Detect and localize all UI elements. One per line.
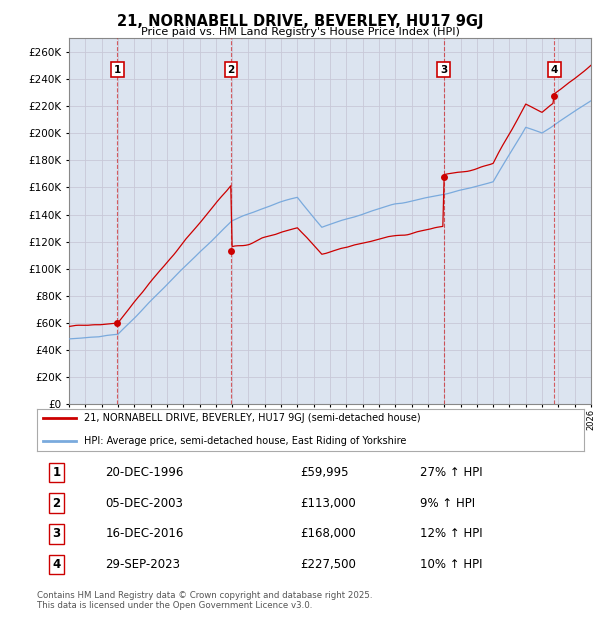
Text: £227,500: £227,500 (300, 558, 356, 571)
Text: 12% ↑ HPI: 12% ↑ HPI (420, 528, 483, 540)
Text: 1: 1 (52, 466, 61, 479)
Text: 16-DEC-2016: 16-DEC-2016 (106, 528, 184, 540)
Text: 21, NORNABELL DRIVE, BEVERLEY, HU17 9GJ: 21, NORNABELL DRIVE, BEVERLEY, HU17 9GJ (117, 14, 483, 29)
Text: 9% ↑ HPI: 9% ↑ HPI (420, 497, 475, 510)
Text: 20-DEC-1996: 20-DEC-1996 (106, 466, 184, 479)
Text: 2: 2 (52, 497, 61, 510)
Text: £59,995: £59,995 (300, 466, 349, 479)
Text: 4: 4 (52, 558, 61, 571)
Text: 27% ↑ HPI: 27% ↑ HPI (420, 466, 483, 479)
Text: 10% ↑ HPI: 10% ↑ HPI (420, 558, 483, 571)
Text: This data is licensed under the Open Government Licence v3.0.: This data is licensed under the Open Gov… (37, 601, 313, 611)
Text: 4: 4 (551, 64, 558, 74)
Text: 3: 3 (440, 64, 447, 74)
Text: £113,000: £113,000 (300, 497, 356, 510)
Text: 1: 1 (113, 64, 121, 74)
Text: 29-SEP-2023: 29-SEP-2023 (106, 558, 181, 571)
Text: Contains HM Land Registry data © Crown copyright and database right 2025.: Contains HM Land Registry data © Crown c… (37, 591, 373, 600)
Text: £168,000: £168,000 (300, 528, 356, 540)
Text: HPI: Average price, semi-detached house, East Riding of Yorkshire: HPI: Average price, semi-detached house,… (84, 436, 406, 446)
Text: 2: 2 (227, 64, 235, 74)
Text: Price paid vs. HM Land Registry's House Price Index (HPI): Price paid vs. HM Land Registry's House … (140, 27, 460, 37)
Text: 3: 3 (52, 528, 61, 540)
Text: 05-DEC-2003: 05-DEC-2003 (106, 497, 184, 510)
Text: 21, NORNABELL DRIVE, BEVERLEY, HU17 9GJ (semi-detached house): 21, NORNABELL DRIVE, BEVERLEY, HU17 9GJ … (84, 414, 421, 423)
